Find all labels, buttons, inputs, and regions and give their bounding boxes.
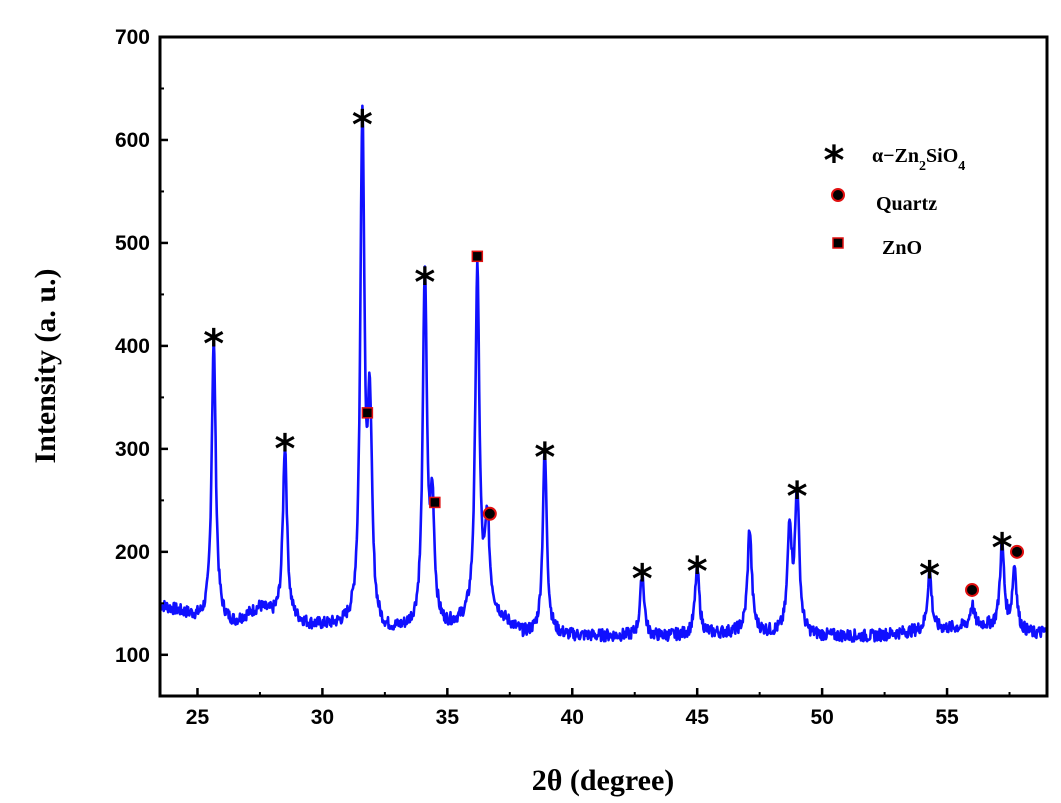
y-tick-label: 200 xyxy=(115,541,150,564)
x-axis-ticks: 25 30 35 40 45 50 55 xyxy=(186,688,1011,729)
star-marker: * xyxy=(919,553,940,599)
y-axis-title: Intensity (a. u.) xyxy=(29,268,62,463)
peak-marker-layer: * * * * * * * * * * xyxy=(203,102,1025,602)
x-axis-title: 2θ (degree) xyxy=(532,764,675,797)
x-tick-label: 25 xyxy=(186,706,210,729)
y-axis-ticks: 100 200 300 400 500 600 700 xyxy=(115,26,168,667)
quartz-marker xyxy=(482,506,497,521)
legend-square-marker xyxy=(832,237,844,249)
series-trace-layer xyxy=(159,104,1049,643)
star-marker: * xyxy=(687,549,708,595)
star-marker: * xyxy=(534,435,555,481)
x-tick-label: 40 xyxy=(561,706,584,729)
y-tick-label: 400 xyxy=(115,335,150,358)
zno-marker xyxy=(471,250,484,263)
star-marker: * xyxy=(414,260,435,306)
quartz-marker xyxy=(965,582,980,597)
legend-label-quartz: Quartz xyxy=(876,193,937,215)
legend: * α−Zn2SiO4 Quartz ZnO xyxy=(824,138,966,259)
legend-circle-marker xyxy=(831,188,845,202)
zno-marker xyxy=(361,407,374,419)
quartz-marker xyxy=(1010,544,1025,559)
legend-label-zno: ZnO xyxy=(882,237,922,259)
x-tick-label: 50 xyxy=(810,706,833,729)
zno-marker xyxy=(429,496,441,509)
legend-star-marker: * xyxy=(824,138,845,184)
x-tick-label: 30 xyxy=(311,706,334,729)
x-tick-label: 35 xyxy=(436,706,460,729)
series-line xyxy=(159,104,1049,643)
star-marker: * xyxy=(203,322,224,368)
star-marker: * xyxy=(274,427,295,473)
x-tick-label: 55 xyxy=(935,706,959,729)
y-tick-label: 300 xyxy=(115,438,150,461)
y-tick-label: 700 xyxy=(115,26,150,49)
star-marker: * xyxy=(632,556,653,602)
legend-label-zn2sio4: α−Zn2SiO4 xyxy=(872,145,965,174)
y-tick-label: 500 xyxy=(115,232,150,255)
star-marker: * xyxy=(352,102,373,148)
y-tick-label: 100 xyxy=(115,644,150,667)
plot-frame xyxy=(158,35,1049,698)
y-tick-label: 600 xyxy=(115,129,150,152)
x-tick-label: 45 xyxy=(686,706,710,729)
star-marker: * xyxy=(992,525,1013,571)
star-marker: * xyxy=(787,474,808,520)
